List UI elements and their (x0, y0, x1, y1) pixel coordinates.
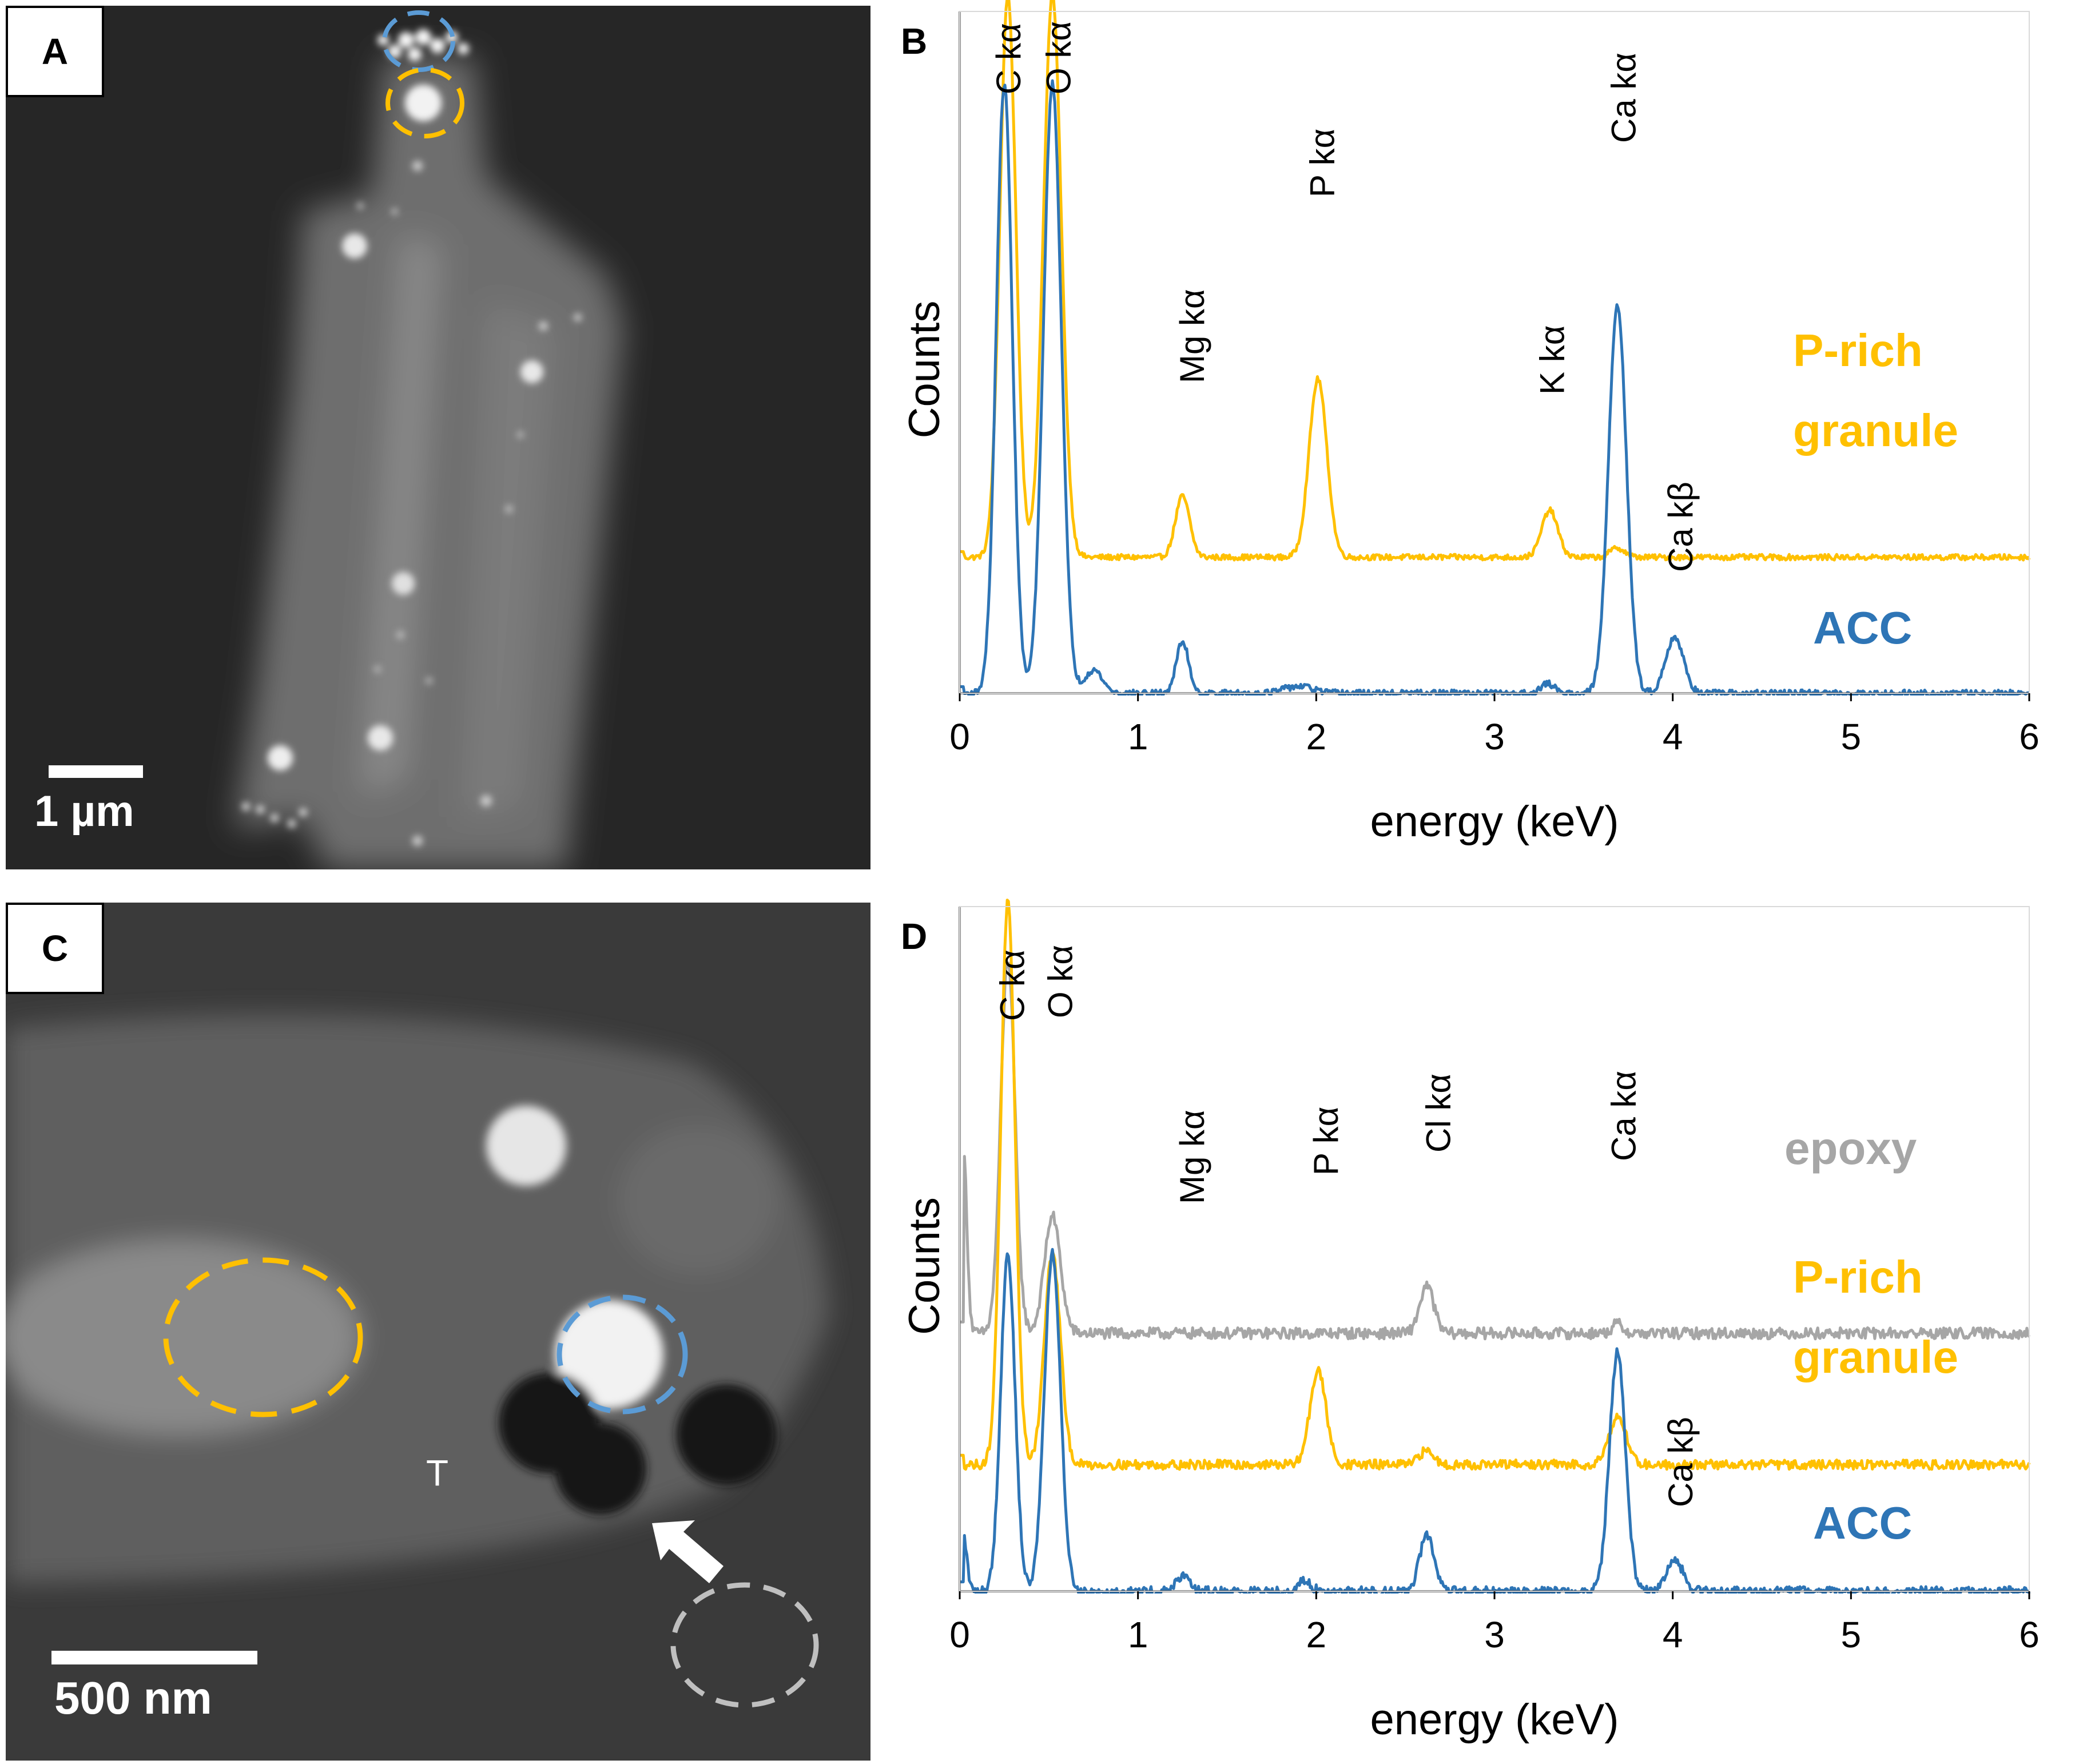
x-tick-label: 6 (2019, 1614, 2040, 1655)
arrow-icon (652, 1520, 724, 1583)
x-tick-label: 3 (1484, 1614, 1505, 1655)
peak-label: Ca kα (1604, 1071, 1643, 1161)
epoxy-region-circle (670, 1582, 819, 1708)
x-axis-title: energy (keV) (1370, 797, 1619, 846)
panel-a-micrograph: 1 µm A (6, 6, 870, 869)
peak-label: Ca kβ (1661, 1417, 1700, 1507)
peak-label: Ca kα (1604, 53, 1643, 143)
peak-label: Ca kβ (1661, 482, 1700, 572)
x-axis-title: energy (keV) (1370, 1695, 1619, 1744)
panel-d-letter: D (901, 916, 928, 957)
series-label-acc: ACC (1813, 1497, 1912, 1548)
series-line-acc (959, 79, 2030, 696)
x-tick-label: 1 (1128, 1614, 1148, 1655)
peak-label: P kα (1307, 1107, 1345, 1175)
bright-granules (242, 29, 582, 846)
chart-d: epoxy P-rich granule ACC 0 1 2 3 4 5 6 energy (keV)… (900, 899, 2040, 1744)
x-tick-label: 2 (1306, 1614, 1327, 1655)
x-tick-label: 3 (1484, 716, 1505, 757)
peak-label: K kα (1533, 325, 1572, 395)
panel-a-letter: A (6, 6, 104, 97)
series-line-p-rich-granule (959, 0, 2031, 562)
series-line-epoxy (959, 962, 2030, 1341)
y-axis-title: Counts (900, 301, 949, 439)
peak-label: C kα (989, 23, 1028, 94)
series-label-p-rich-granule: granule (1793, 1332, 1958, 1382)
peak-label: O kα (1042, 945, 1080, 1018)
panel-b-letter: B (901, 21, 928, 62)
plot-frame (959, 906, 2030, 1592)
acc-region-circle (556, 1294, 688, 1415)
panel-c-letter: C (6, 903, 104, 994)
x-tick-label: 0 (949, 716, 970, 757)
x-tick-label: 0 (949, 1614, 970, 1655)
x-tick-label: 6 (2019, 716, 2040, 757)
chart-b: P-rich granule ACC 0 1 2 3 4 5 6 energy (keV) Count… (900, 0, 2040, 846)
series-label-acc: ACC (1813, 602, 1912, 653)
peak-label: Cl kα (1419, 1074, 1457, 1153)
peak-label: O kα (1039, 21, 1078, 94)
scale-bar (49, 765, 143, 778)
x-tick-label: 1 (1128, 716, 1148, 757)
peak-label: Mg kα (1173, 289, 1211, 383)
y-axis-title: Counts (900, 1197, 949, 1335)
panel-c-micrograph: T 500 nm C (6, 903, 870, 1761)
x-tick-label: 5 (1841, 1614, 1862, 1655)
cell-body (234, 57, 623, 869)
scale-bar-label: 500 nm (54, 1672, 212, 1723)
peak-label: P kα (1303, 129, 1342, 197)
series-label-p-rich-granule: granule (1793, 405, 1958, 456)
x-tick-label: 2 (1306, 716, 1327, 757)
scale-bar (51, 1651, 257, 1664)
series-line-p-rich-granule (959, 899, 2031, 1471)
x-tick-label: 5 (1841, 716, 1862, 757)
panel-c-image (6, 903, 870, 1761)
series-label-p-rich-granule: P-rich (1793, 325, 1923, 376)
panel-a-image (6, 6, 870, 869)
peak-label: Mg kα (1173, 1110, 1211, 1204)
x-tick-label: 4 (1663, 1614, 1683, 1655)
acc-region-circle (382, 10, 455, 72)
series-label-epoxy: epoxy (1784, 1123, 1917, 1174)
scale-bar-label: 1 µm (34, 787, 134, 836)
peak-label: C kα (993, 949, 1031, 1021)
p-rich-region-circle (163, 1257, 363, 1417)
series-label-p-rich-granule: P-rich (1793, 1252, 1923, 1302)
series-line-acc (959, 1247, 2031, 1594)
granules (486, 1106, 777, 1515)
x-tick-label: 4 (1663, 716, 1683, 757)
p-rich-region-circle (385, 67, 464, 138)
region-label-t: T (426, 1452, 449, 1493)
